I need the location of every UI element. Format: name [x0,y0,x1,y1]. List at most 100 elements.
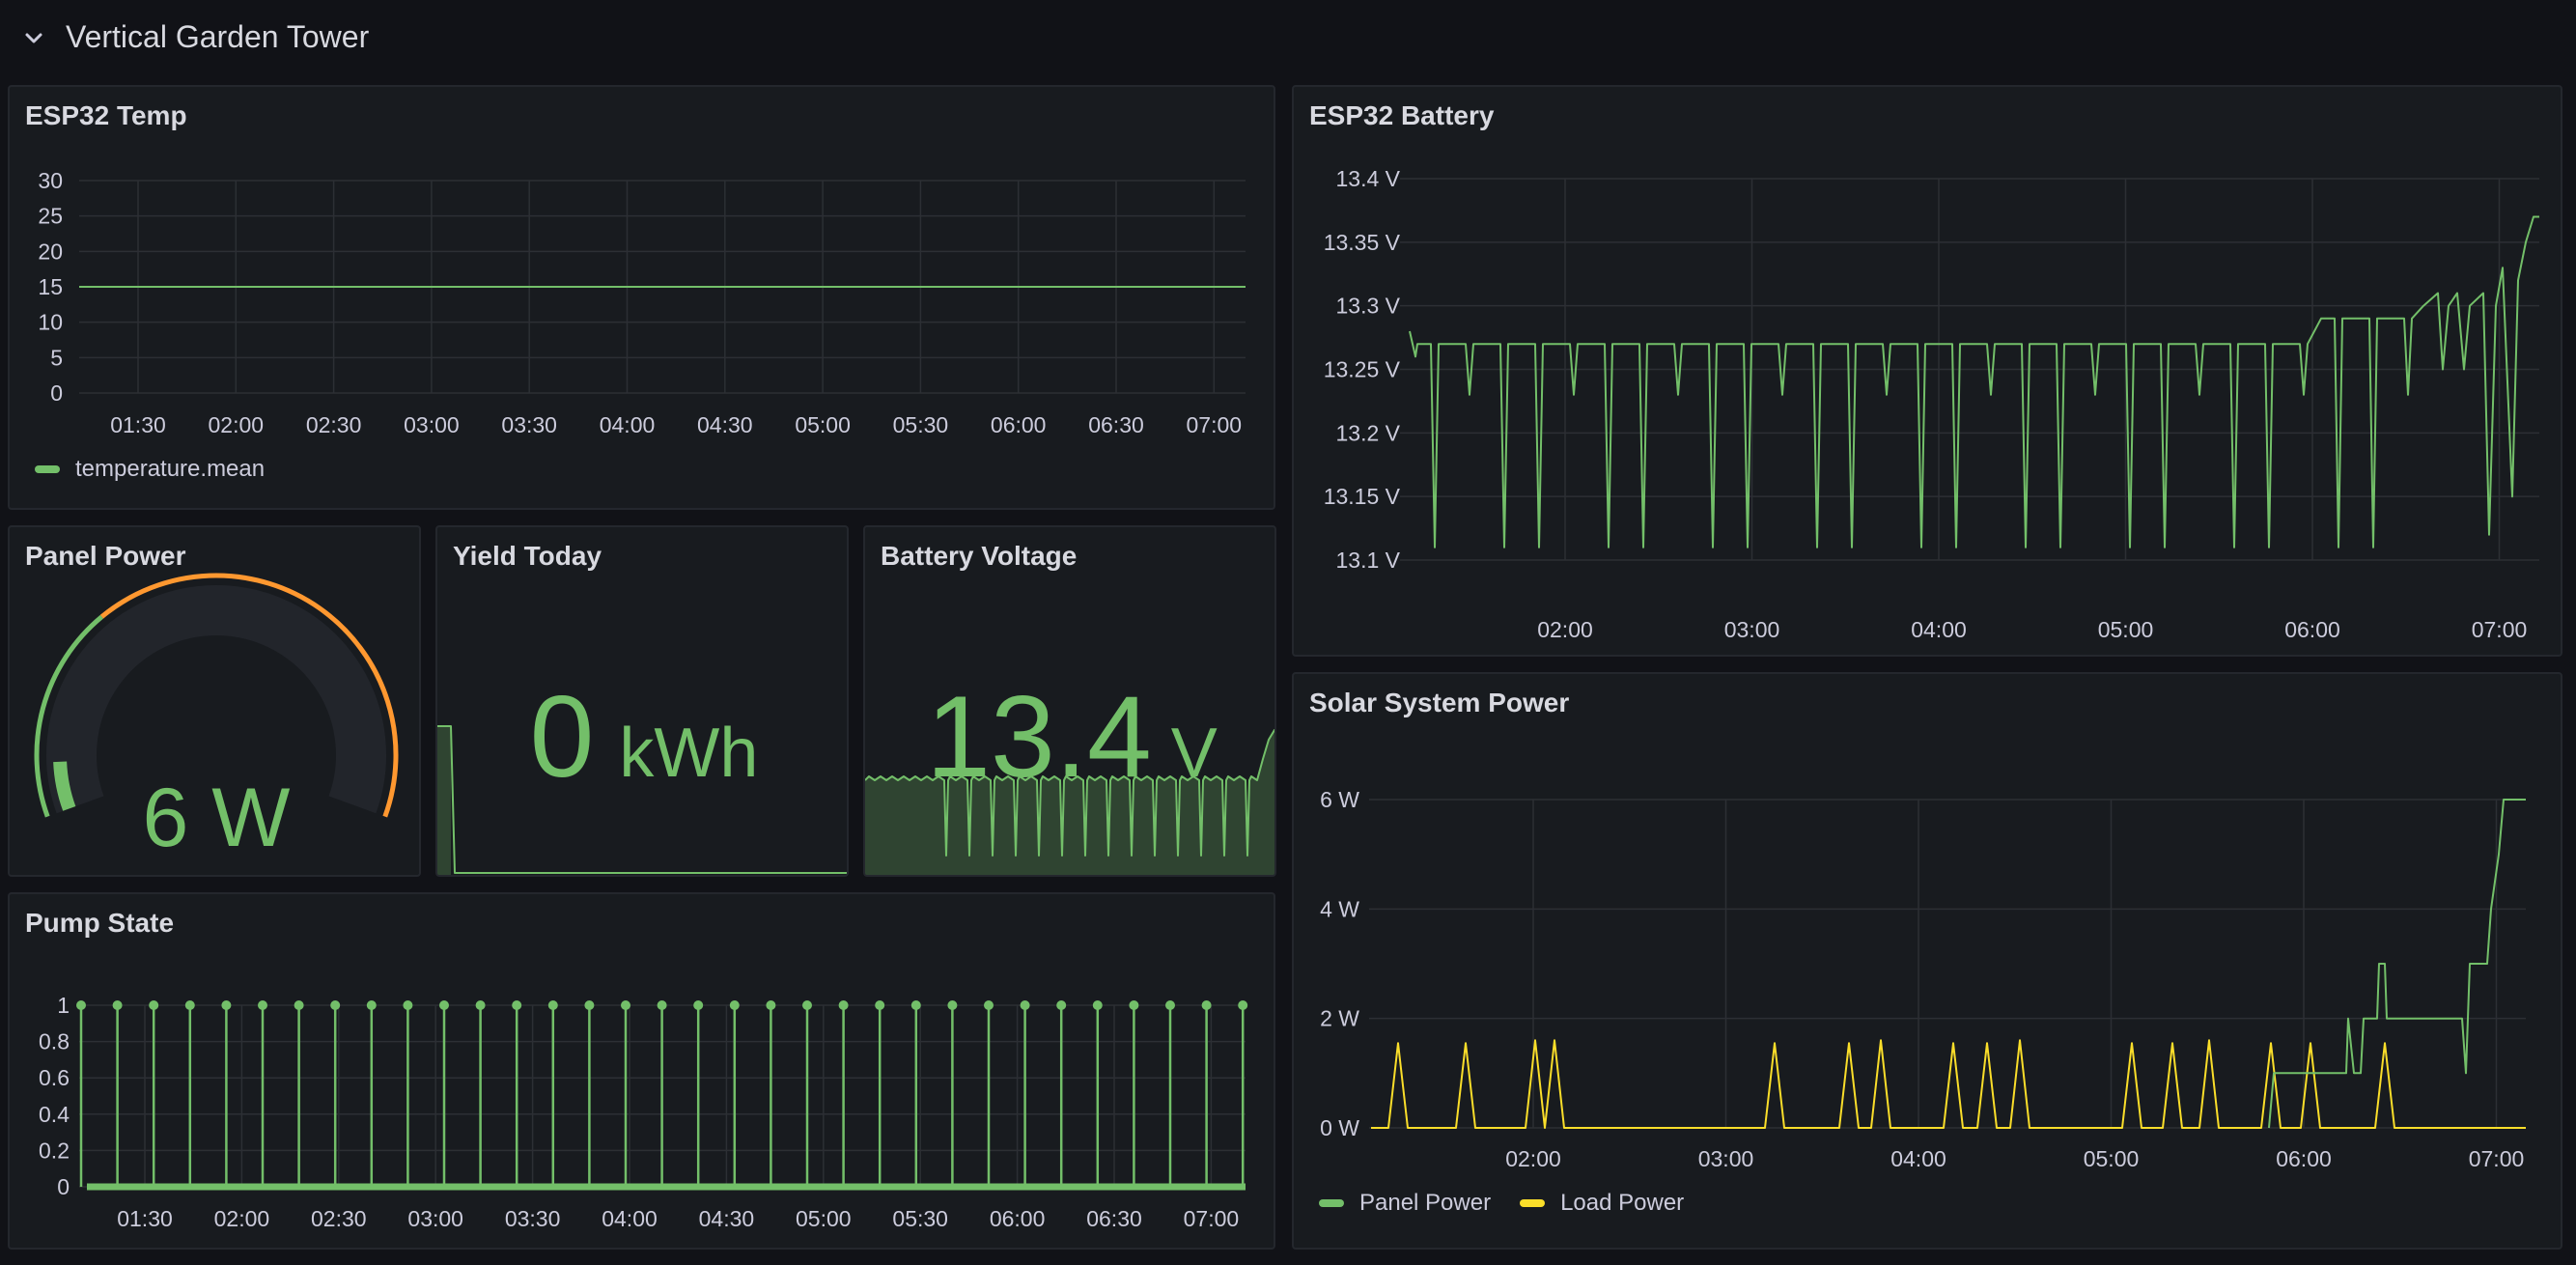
panel-esp32-battery[interactable]: ESP32 Battery 13.4 V 13.35 V 13.3 V 13.25 V… [1292,85,2562,657]
pump-on-point [693,1000,704,1010]
panel-title[interactable]: ESP32 Battery [1309,100,1495,130]
legend-label: Panel Power [1359,1190,1492,1216]
x-tick-label: 03:00 [407,1206,463,1231]
gauge-value: 6 W [142,772,291,864]
x-tick-label: 05:00 [2098,617,2154,642]
panel-pump-state[interactable]: Pump State 1 0.8 0.6 0.4 0.2 0 01:30 02:00 02:30… [8,892,1275,1250]
panel-title[interactable]: ESP32 Temp [25,100,187,130]
legend-swatch [35,465,60,473]
pump-on-point [947,1000,958,1010]
panel-yield-today[interactable]: Yield Today 0 kWh [435,525,849,877]
x-tick-label: 02:30 [311,1206,367,1231]
y-tick-label: 30 [38,168,63,193]
pump-on-point [729,1000,740,1010]
stat-value-group: 0 kWh [437,670,847,803]
x-tick-label: 05:30 [893,412,949,437]
panel-solar-system-power[interactable]: Solar System Power 6 W 4 W 2 W 0 W 02:00 03:0… [1292,672,2562,1250]
gauge-threshold-green [34,614,104,818]
panel-title[interactable]: Pump State [25,908,175,938]
legend: Panel Power Load Power [1319,1190,1713,1217]
x-tick-label: 06:00 [2276,1146,2332,1171]
pump-on-point [547,1000,558,1010]
panel-esp32-temp[interactable]: ESP32 Temp 30 25 20 15 10 5 0 01:30 02:00 02:30 03… [8,85,1275,510]
pump-on-point [76,1000,86,1010]
panel-battery-voltage[interactable]: Battery Voltage 13.4 V [863,525,1276,877]
x-tick-label: 07:00 [1187,412,1243,437]
temperature-chart[interactable]: 30 25 20 15 10 5 0 01:30 02:00 02:30 03:00 03:30 04:… [10,87,1275,510]
row-title[interactable]: Vertical Garden Tower [66,19,370,54]
y-tick-label: 0 [57,1174,70,1199]
pump-on-point [910,1000,921,1010]
panel-title[interactable]: Battery Voltage [881,541,1078,571]
y-tick-label: 0.8 [39,1029,70,1054]
x-tick-label: 03:00 [404,412,460,437]
x-tick-label: 05:00 [795,412,851,437]
y-tick-label: 0.4 [39,1102,70,1127]
x-tick-label: 03:30 [505,1206,561,1231]
y-tick-label: 0.2 [39,1138,70,1163]
sparkline-fill [865,730,1274,875]
pump-on-point [330,1000,341,1010]
y-tick-label: 13.4 V [1336,166,1401,191]
stat-value: 13.4 [926,672,1152,801]
pump-on-point [258,1000,267,1010]
pump-on-point [221,1000,232,1010]
legend-label: Load Power [1560,1190,1685,1216]
y-tick-label: 13.35 V [1324,230,1401,255]
x-tick-label: 02:00 [1505,1146,1561,1171]
solar-chart[interactable]: 6 W 4 W 2 W 0 W 02:00 03:00 04:00 05:00 06:00 07:… [1294,674,2562,1250]
x-tick-label: 01:30 [117,1206,173,1231]
panel-panel-power[interactable]: Panel Power 6 W [8,525,421,877]
y-tick-label: 2 W [1320,1006,1359,1031]
legend: temperature.mean [35,456,294,483]
pump-chart[interactable]: 1 0.8 0.6 0.4 0.2 0 01:30 02:00 02:30 03:00 03:30 0… [10,894,1275,1250]
y-tick-label: 0 [50,380,63,406]
pump-on-point [1129,1000,1139,1010]
y-tick-label: 13.15 V [1324,484,1401,509]
x-tick-label: 01:30 [110,412,166,437]
panel-title[interactable]: Yield Today [453,541,602,571]
pump-on-point [621,1000,630,1010]
x-tick-label: 02:00 [214,1206,270,1231]
y-tick-label: 13.2 V [1336,420,1401,445]
power-gauge [34,573,399,818]
x-tick-label: 05:30 [892,1206,948,1231]
y-tick-label: 1 [57,993,70,1018]
y-tick-label: 6 W [1320,787,1359,812]
panel-title[interactable]: Panel Power [25,541,186,571]
x-tick-label: 04:00 [602,1206,658,1231]
y-tick-label: 13.25 V [1324,357,1401,382]
pump-on-point [984,1000,994,1010]
pump-on-point [1201,1000,1212,1010]
x-tick-label: 07:00 [2469,1146,2525,1171]
pump-on-point [1020,1000,1030,1010]
y-tick-label: 15 [38,274,63,299]
pump-on-point [439,1000,449,1010]
chevron-down-icon[interactable] [19,17,48,60]
pump-on-point [657,1000,667,1010]
legend-item[interactable]: temperature.mean [35,456,265,483]
pump-on-point [475,1000,486,1010]
pump-on-point [875,1000,885,1010]
battery-chart[interactable]: 13.4 V 13.35 V 13.3 V 13.25 V 13.2 V 13.15 V 1… [1294,87,2562,657]
legend-swatch [1319,1199,1344,1207]
legend-item-load-power[interactable]: Load Power [1520,1190,1684,1217]
row-header[interactable]: Vertical Garden Tower [0,0,2576,77]
x-tick-label: 07:00 [2472,617,2528,642]
legend-item-panel-power[interactable]: Panel Power [1319,1190,1491,1217]
series-line [1409,215,2539,548]
pump-on-point [294,1000,304,1010]
pump-on-point [766,1000,776,1010]
yield-sparkline [437,725,847,875]
sparkline-fill [437,726,451,875]
pump-on-point [584,1000,595,1010]
x-tick-label: 05:00 [796,1206,852,1231]
legend-swatch [1520,1199,1546,1207]
pump-on-point [366,1000,377,1010]
panel-title[interactable]: Solar System Power [1309,688,1570,717]
y-tick-label: 0.6 [39,1065,70,1090]
y-tick-label: 10 [38,310,63,335]
x-tick-label: 06:30 [1086,1206,1142,1231]
y-tick-label: 25 [38,204,63,229]
pump-on-point [1165,1000,1175,1010]
